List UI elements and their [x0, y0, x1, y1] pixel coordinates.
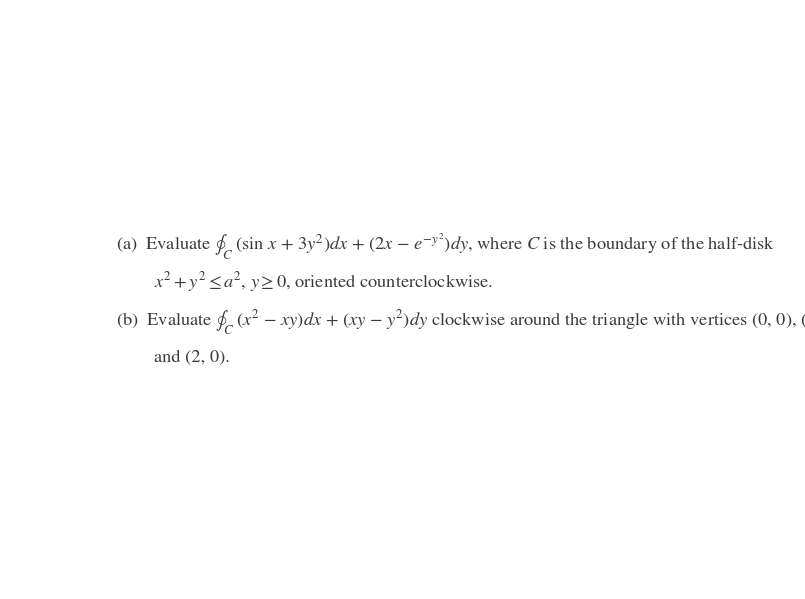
Text: (b)  Evaluate $\oint_C$ ($x^2$ − $xy$)$dx$ + ($xy$ − $y^2$)$dy$ clockwise around: (b) Evaluate $\oint_C$ ($x^2$ − $xy$)$dx… [116, 308, 805, 338]
Text: and (2, 0).: and (2, 0). [154, 350, 229, 366]
Text: $x^2 + y^2 \leq a^2$, $y \geq 0$, oriented counterclockwise.: $x^2 + y^2 \leq a^2$, $y \geq 0$, orient… [154, 270, 493, 294]
Text: (a)  Evaluate $\oint_C$ (sin $x$ + 3$y^2$)$dx$ + (2$x$ − $e^{-y^2}$)$dy$, where : (a) Evaluate $\oint_C$ (sin $x$ + 3$y^2$… [116, 232, 775, 262]
